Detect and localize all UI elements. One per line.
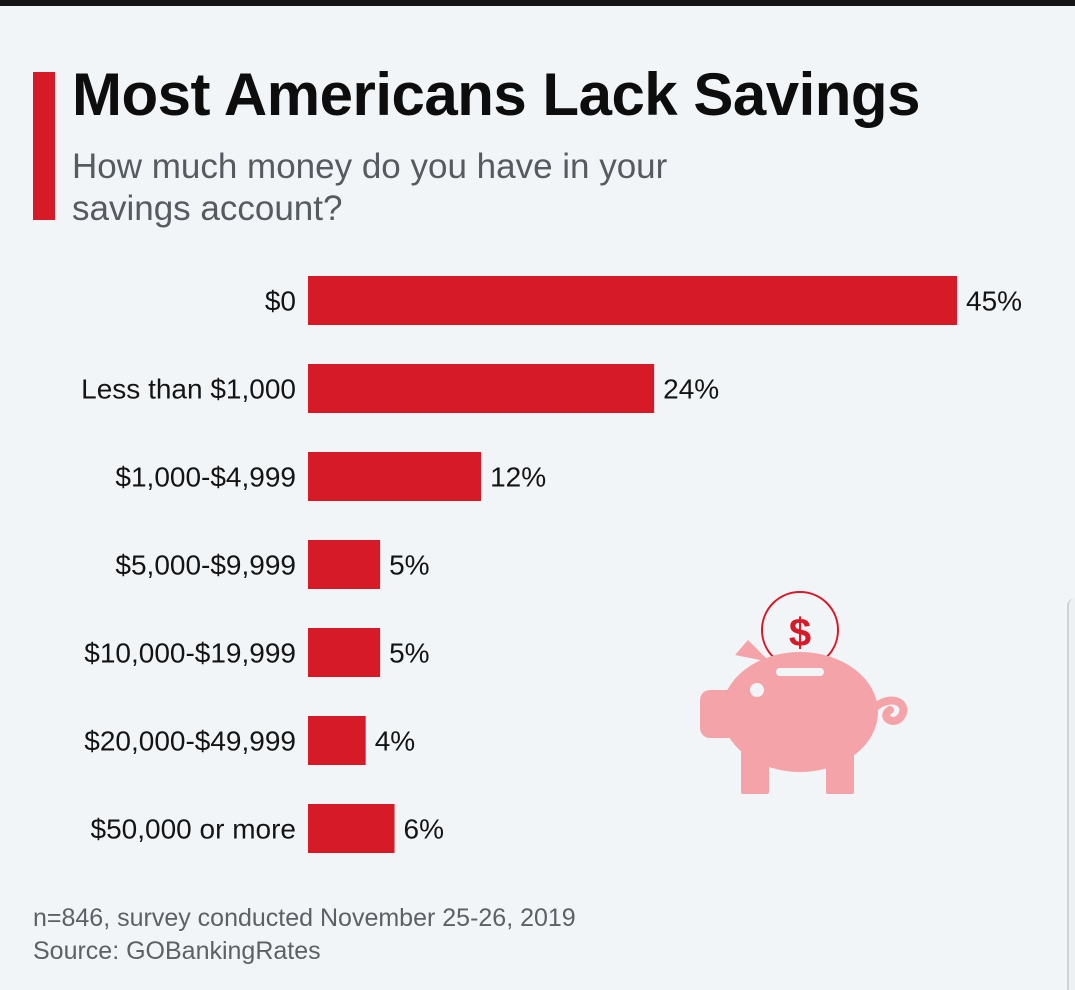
chart-title: Most Americans Lack Savings [72, 61, 920, 128]
bars-group: $0 45% Less than $1,000 24% $1,000-$4,999 12%… [81, 276, 1022, 853]
bar [308, 628, 381, 677]
bar [308, 716, 366, 765]
piggy-bank-icon: $ [700, 591, 908, 794]
top-border [0, 0, 1075, 6]
value-label: 12% [490, 462, 546, 493]
value-label: 4% [375, 726, 415, 757]
bar [308, 364, 655, 413]
footer-note: n=846, survey conducted November 25-26, … [33, 904, 576, 932]
category-label: $10,000-$19,999 [84, 638, 296, 669]
chart-subtitle: How much money do you have in your savin… [72, 147, 668, 228]
coin-dollar-sign: $ [789, 611, 811, 655]
bar [308, 804, 395, 853]
page-edge [1067, 598, 1075, 990]
value-label: 5% [389, 550, 429, 581]
footer-source: Source: GOBankingRates [33, 937, 321, 965]
value-label: 5% [389, 638, 429, 669]
category-label: $1,000-$4,999 [115, 462, 296, 493]
value-label: 6% [404, 814, 444, 845]
category-label: $20,000-$49,999 [84, 726, 296, 757]
footer: n=846, survey conducted November 25-26, … [33, 902, 576, 968]
title-accent-bar [33, 72, 55, 220]
value-label: 45% [966, 286, 1022, 317]
category-label: $0 [265, 286, 296, 317]
bar [308, 540, 381, 589]
bar [308, 452, 482, 501]
value-label: 24% [663, 374, 719, 405]
category-label: Less than $1,000 [81, 374, 296, 405]
category-label: $5,000-$9,999 [115, 550, 296, 581]
bar [308, 276, 957, 325]
category-label: $50,000 or more [91, 814, 296, 845]
